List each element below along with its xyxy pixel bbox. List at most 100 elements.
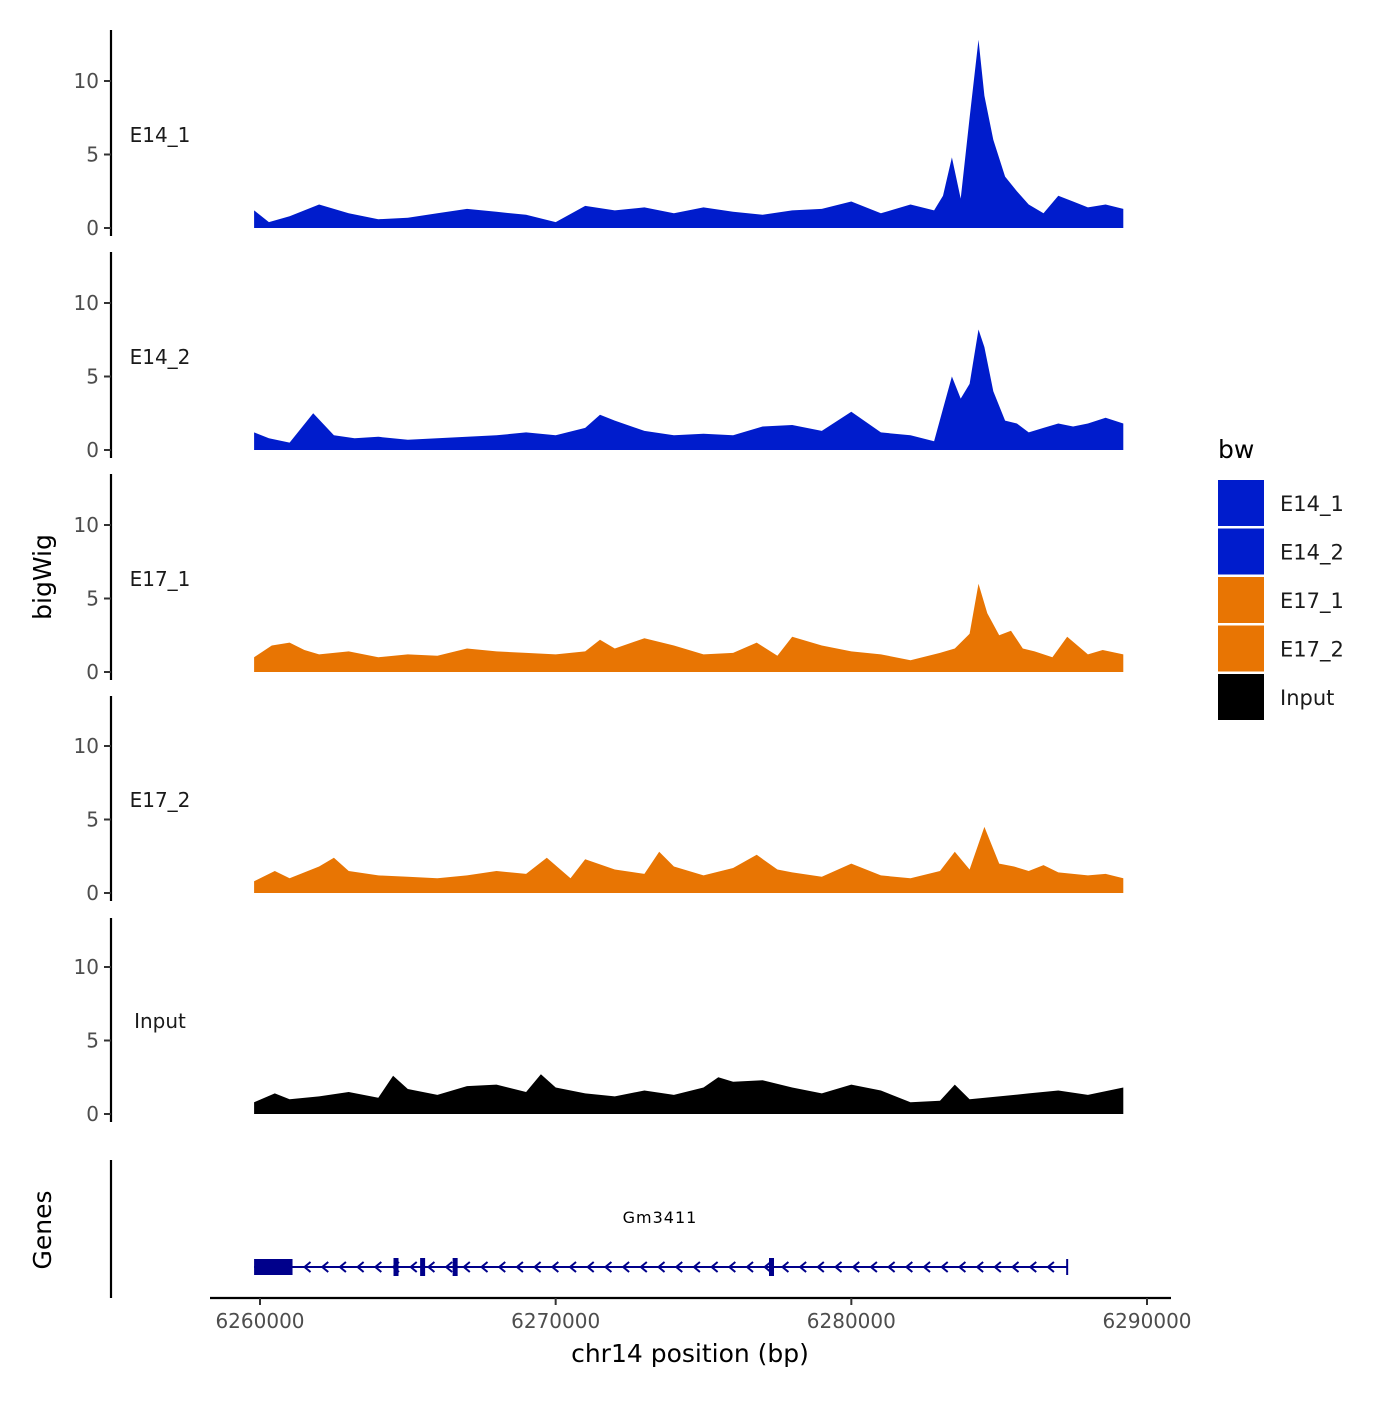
strand-arrow (302, 1261, 312, 1273)
strand-arrow (887, 1261, 896, 1273)
genes-track-label: Genes (28, 1190, 57, 1269)
y-tick-label: 5 (86, 143, 99, 167)
strand-arrow (922, 1261, 931, 1273)
strand-arrow (904, 1261, 913, 1273)
legend-title: bw (1218, 435, 1254, 464)
legend-label-e14_1: E14_1 (1280, 492, 1344, 517)
strand-arrow (533, 1261, 542, 1273)
strand-arrow (692, 1261, 701, 1273)
gene-utr-block (254, 1259, 293, 1275)
strand-arrow (338, 1261, 347, 1273)
track-e14_2: 0 5 10 E14_2 (74, 252, 1124, 462)
y-tick-label: 0 (86, 438, 99, 462)
x-tick-label: 6270000 (511, 1309, 600, 1333)
strand-arrow (497, 1261, 506, 1273)
strand-arrow (479, 1261, 489, 1273)
strand-arrow (727, 1261, 736, 1273)
x-axis: 6260000 6270000 6280000 6290000 (210, 1296, 1192, 1333)
strand-arrow (409, 1261, 418, 1273)
y-tick-label: 10 (74, 69, 99, 93)
strand-arrow (816, 1261, 825, 1273)
signal-area-e17_1 (254, 583, 1124, 672)
strand-arrow (639, 1261, 648, 1273)
strand-arrow (869, 1261, 878, 1273)
signal-area-e14_2 (254, 329, 1124, 450)
y-tick-label: 0 (86, 216, 99, 240)
strand-arrow (373, 1261, 382, 1273)
strand-arrow (603, 1261, 613, 1273)
x-tick-label: 6290000 (1102, 1309, 1191, 1333)
strand-arrow (462, 1261, 471, 1273)
signal-area-e17_2 (254, 826, 1124, 893)
y-tick-label: 5 (86, 1029, 99, 1053)
track-label: E14_2 (130, 345, 191, 369)
track-label: Input (134, 1009, 186, 1033)
strand-arrow (568, 1261, 577, 1273)
strand-arrow (391, 1261, 400, 1273)
strand-arrow (780, 1261, 790, 1273)
strand-arrow (444, 1261, 453, 1273)
strand-arrow (940, 1261, 949, 1273)
legend-swatch-e17_2 (1218, 625, 1264, 672)
strand-arrow (356, 1261, 365, 1273)
x-axis-title: chr14 position (bp) (571, 1339, 809, 1368)
track-label: E17_2 (130, 788, 191, 812)
strand-arrow (656, 1261, 666, 1273)
legend-swatch-input (1218, 674, 1264, 720)
strand-arrow (550, 1261, 559, 1273)
strand-arrow (515, 1261, 524, 1273)
legend-label-input: Input (1280, 686, 1334, 710)
legend-swatch-e14_2 (1218, 528, 1264, 575)
y-tick-label: 10 (74, 513, 99, 537)
gene-exon-mark (420, 1258, 426, 1276)
y-tick-label: 0 (86, 1102, 99, 1126)
gene-exon-mark (452, 1258, 458, 1276)
track-label: E14_1 (130, 123, 191, 147)
strand-arrow (798, 1261, 807, 1273)
y-tick-label: 10 (74, 734, 99, 758)
gene-exon-mark (769, 1258, 775, 1276)
x-tick-label: 6280000 (807, 1309, 896, 1333)
strand-arrow (1046, 1261, 1055, 1273)
track-e14_1: 0 5 10 E14_1 (74, 30, 1124, 240)
y-tick-label: 10 (74, 955, 99, 979)
tracks-layer: 0 5 10 E14_1 0 5 10 E14_2 0 5 10 E17_1 0 5 10 E17_2 0 5 10… (74, 30, 1124, 1126)
legend-swatch-e14_1 (1218, 480, 1264, 526)
strand-arrow (993, 1261, 1002, 1273)
signal-area-e14_1 (254, 39, 1124, 228)
y-tick-label: 5 (86, 808, 99, 832)
strand-arrow (745, 1261, 754, 1273)
track-e17_1: 0 5 10 E17_1 (74, 474, 1124, 684)
strand-arrow (320, 1261, 329, 1273)
y-tick-label: 0 (86, 660, 99, 684)
strand-arrow (674, 1261, 683, 1273)
y-tick-label: 10 (74, 291, 99, 315)
legend-swatch-e17_1 (1218, 577, 1264, 623)
y-axis-title: bigWig (28, 534, 57, 620)
legend-label-e17_1: E17_1 (1280, 589, 1344, 614)
strand-arrow (1010, 1261, 1020, 1273)
strand-arrow (426, 1261, 436, 1273)
legend: bw E14_1 E14_2 E17_1 E17_2 Input (1218, 435, 1344, 720)
genes-track: Gm3411 (109, 1160, 1069, 1298)
strand-arrow (957, 1261, 967, 1273)
strand-arrow (833, 1261, 843, 1273)
strand-arrow (975, 1261, 984, 1273)
strand-arrow (763, 1261, 772, 1273)
track-e17_2: 0 5 10 E17_2 (74, 696, 1124, 905)
x-tick-label: 6260000 (215, 1309, 304, 1333)
y-tick-label: 0 (86, 881, 99, 905)
strand-arrow (710, 1261, 719, 1273)
gene-name-label: Gm3411 (623, 1208, 698, 1227)
y-tick-label: 5 (86, 587, 99, 611)
strand-arrow (621, 1261, 630, 1273)
track-label: E17_1 (130, 567, 191, 591)
legend-label-e17_2: E17_2 (1280, 638, 1344, 663)
signal-area-input (254, 1074, 1124, 1114)
strand-arrow (851, 1261, 860, 1273)
legend-label-e14_2: E14_2 (1280, 541, 1344, 566)
y-tick-label: 5 (86, 365, 99, 389)
strand-arrow (586, 1261, 595, 1273)
